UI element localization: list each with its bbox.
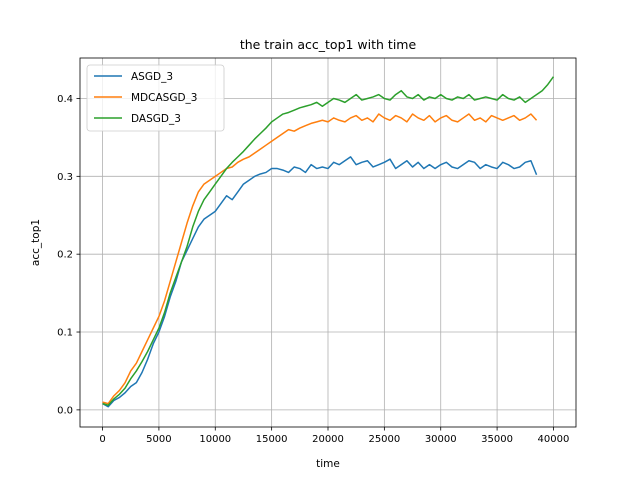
series-line-mdcasgd-3: [102, 113, 538, 405]
x-tick-label: 5000: [146, 434, 171, 445]
y-axis-ticks: 0.0 0.1 0.2 0.3 0.4: [57, 94, 80, 416]
x-axis-ticks: 0 5000 10000 15000 20000 25000 30000 35000 40000: [99, 427, 569, 445]
y-axis-label: acc_top1: [30, 219, 42, 266]
series-lines: [102, 76, 555, 408]
y-tick-label: 0.4: [57, 94, 73, 105]
x-tick-label: 0: [99, 434, 105, 445]
legend-label-asgd: ASGD_3: [131, 71, 173, 83]
chart-title: the train acc_top1 with time: [240, 37, 417, 52]
x-tick-label: 35000: [481, 434, 513, 445]
legend-label-mdcasgd: MDCASGD_3: [131, 92, 197, 104]
series-line-asgd-3: [102, 156, 538, 408]
y-tick-label: 0.0: [57, 405, 73, 416]
x-tick-label: 30000: [425, 434, 457, 445]
x-tick-label: 15000: [256, 434, 288, 445]
x-tick-label: 10000: [199, 434, 231, 445]
y-tick-label: 0.3: [57, 172, 73, 183]
legend-box: [86, 64, 225, 132]
y-tick-label: 0.2: [57, 250, 73, 261]
x-axis-label: time: [316, 458, 340, 470]
x-tick-label: 25000: [368, 434, 400, 445]
series-line-dasgd-3: [102, 76, 555, 406]
legend: ASGD_3 MDCASGD_3 DASGD_3: [86, 64, 225, 132]
x-tick-label: 20000: [312, 434, 344, 445]
grid: [80, 58, 576, 427]
y-tick-label: 0.1: [57, 328, 73, 339]
legend-label-dasgd: DASGD_3: [131, 113, 181, 125]
x-tick-label: 40000: [538, 434, 570, 445]
